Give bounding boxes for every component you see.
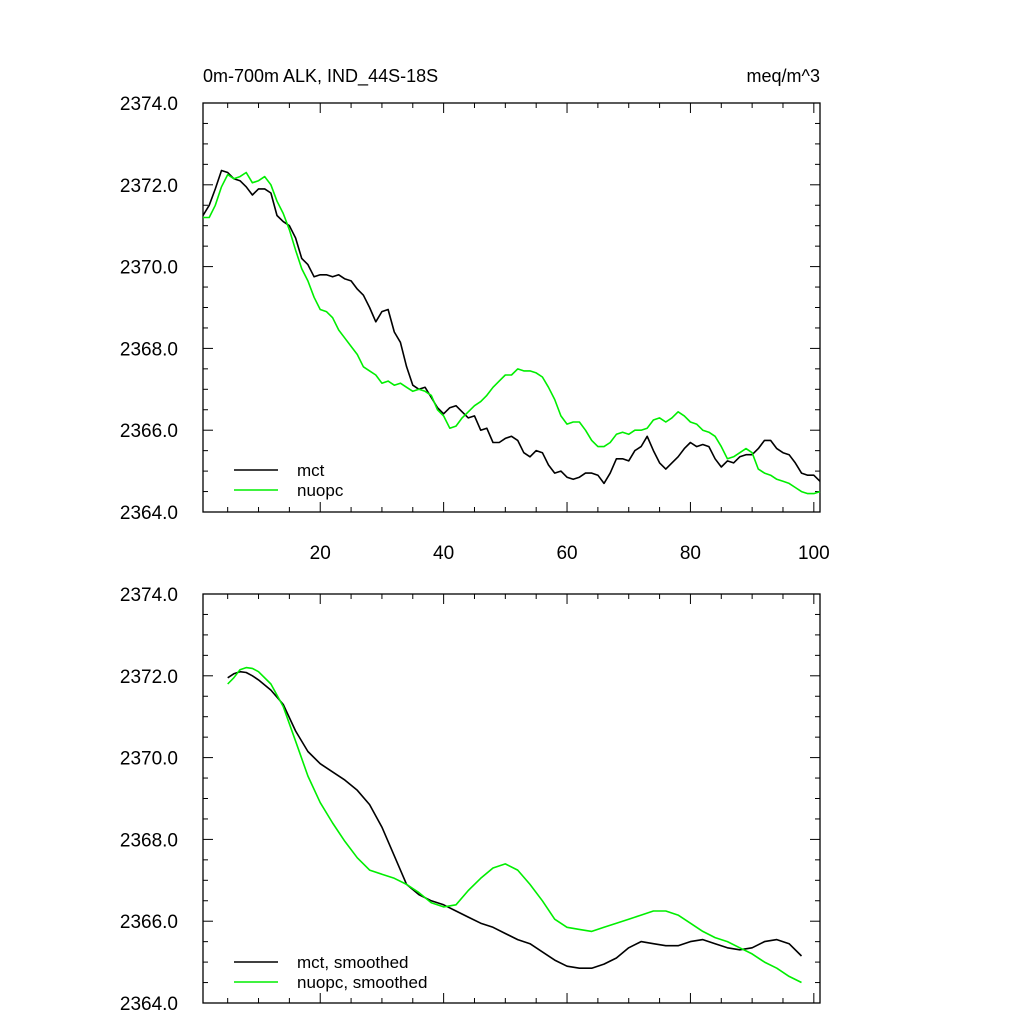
y-tick-label: 2374.0	[120, 585, 178, 606]
legend-label: nuopc	[297, 481, 344, 500]
legend-label: nuopc, smoothed	[297, 973, 427, 992]
x-tick-label: 80	[680, 543, 701, 564]
y-tick-label: 2370.0	[120, 258, 178, 279]
units-label: meq/m^3	[747, 66, 820, 86]
y-tick-label: 2372.0	[120, 176, 178, 197]
y-tick-label: 2374.0	[120, 94, 178, 115]
series-line	[202, 169, 821, 485]
chart-title: 0m-700m ALK, IND_44S-18S	[203, 66, 438, 87]
x-tick-label: 20	[310, 543, 331, 564]
bottom-panel: 2364.0 2366.0 2368.0 2370.0 2372.0 2374.0 mct,…	[120, 585, 821, 1015]
x-tick-label: 60	[556, 543, 577, 564]
series-line	[227, 666, 802, 984]
x-tick-label: 40	[433, 543, 454, 564]
legend-label: mct, smoothed	[297, 953, 409, 972]
y-tick-label: 2366.0	[120, 421, 178, 442]
y-tick-label: 2364.0	[120, 994, 178, 1015]
legend-label: mct	[297, 461, 325, 480]
top-panel: 20 40 60 80 100 2364.0 2366.0 2368.0 2370.0 2372.…	[120, 94, 830, 564]
y-tick-label: 2370.0	[120, 749, 178, 770]
series-line	[203, 171, 821, 495]
y-tick-label: 2366.0	[120, 912, 178, 933]
y-tick-label: 2364.0	[120, 503, 178, 524]
y-tick-label: 2372.0	[120, 667, 178, 688]
series-line	[227, 670, 803, 970]
y-tick-label: 2368.0	[120, 339, 178, 360]
plot-frame	[202, 102, 821, 513]
y-tick-label: 2368.0	[120, 830, 178, 851]
x-tick-label: 100	[798, 543, 830, 564]
